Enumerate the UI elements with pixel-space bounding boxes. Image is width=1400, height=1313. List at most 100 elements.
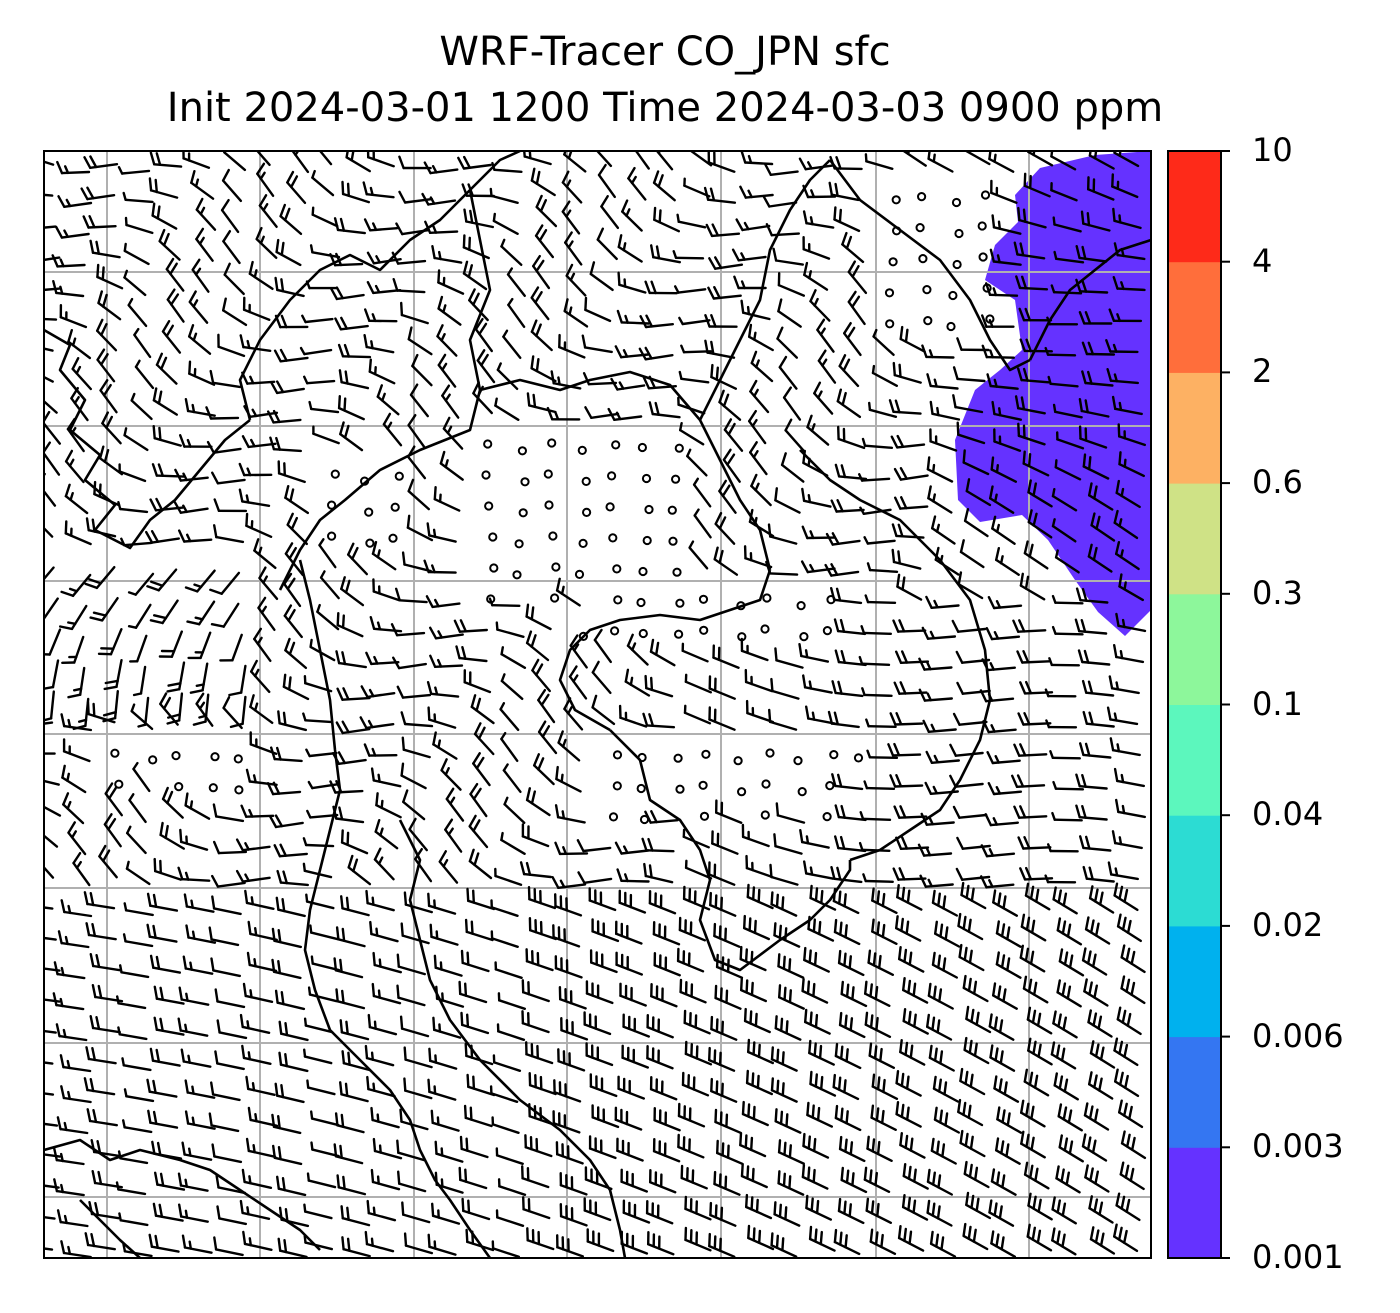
wind-barb	[1054, 549, 1080, 574]
wind-barb	[284, 637, 308, 670]
calm-wind-circle	[610, 626, 620, 636]
wind-barb	[144, 530, 181, 544]
wind-barb	[329, 780, 364, 794]
wind-barb	[245, 1075, 276, 1097]
wind-barb	[400, 762, 427, 790]
wind-barb	[62, 792, 85, 825]
wind-barb	[995, 1137, 1021, 1165]
wind-barb	[86, 1108, 119, 1127]
wind-barb	[396, 984, 426, 1007]
calm-wind-circle	[608, 533, 618, 543]
wind-barb	[838, 1011, 866, 1039]
wind-barb	[502, 763, 522, 793]
calm-wind-circle	[977, 221, 987, 231]
wind-barb	[683, 704, 712, 725]
wind-barb	[57, 195, 93, 209]
wind-barb	[222, 229, 241, 265]
wind-barb	[871, 918, 898, 945]
calm-wind-circle	[674, 629, 684, 639]
wind-barb	[1088, 885, 1115, 914]
wind-barb	[272, 1144, 303, 1166]
wind-barb	[745, 854, 774, 879]
calm-wind-circle	[699, 811, 710, 821]
wind-barb	[568, 665, 588, 700]
wind-barb	[137, 696, 150, 728]
calm-wind-circle	[829, 750, 839, 760]
wind-barb	[672, 249, 705, 260]
wind-barb	[249, 694, 274, 724]
wind-barb	[776, 326, 798, 359]
wind-barb	[82, 214, 117, 229]
wind-barb	[920, 812, 955, 826]
wind-barb	[152, 387, 179, 416]
wind-barb	[210, 957, 242, 978]
wind-barb	[275, 238, 302, 267]
wind-barb	[805, 705, 836, 725]
colorbar-tick-label: 0.3	[1252, 573, 1303, 612]
wind-barb	[130, 392, 153, 421]
wind-barb	[528, 917, 557, 941]
wind-barb	[93, 480, 121, 507]
wind-barb	[921, 626, 957, 640]
wind-barb	[306, 809, 339, 819]
wind-barb	[1054, 459, 1082, 481]
wind-barb	[390, 623, 426, 637]
wind-barb	[347, 854, 372, 886]
wind-barb	[341, 1236, 371, 1258]
wind-barb	[1113, 242, 1146, 261]
wind-barb	[96, 263, 124, 290]
wind-barb	[335, 720, 371, 735]
wind-barb	[861, 437, 894, 449]
wind-barb	[527, 886, 557, 910]
wind-barb	[334, 1112, 365, 1134]
wind-barb	[618, 889, 647, 914]
wind-barb	[614, 1106, 643, 1131]
wind-barb	[1108, 308, 1143, 323]
wind-barb	[965, 1005, 992, 1034]
wind-barb	[488, 597, 521, 607]
wind-barb	[813, 381, 834, 415]
wind-barb	[208, 1112, 240, 1133]
wind-barb	[464, 1042, 494, 1066]
wind-barb	[155, 352, 178, 385]
wind-barb	[525, 948, 554, 972]
wind-barb	[500, 731, 519, 762]
coastline-kanto	[558, 569, 772, 732]
wind-barb	[403, 1046, 433, 1069]
wind-barb	[986, 751, 1021, 765]
colorbar-tick-label: 0.6	[1252, 463, 1303, 502]
wind-barb	[1052, 216, 1082, 233]
calm-wind-circle	[520, 477, 530, 487]
calm-wind-circle	[484, 501, 494, 511]
wind-barb	[1017, 836, 1052, 850]
wind-barb	[490, 899, 519, 917]
wind-barb	[61, 764, 87, 794]
wind-barb	[340, 895, 370, 917]
calm-wind-circle	[954, 228, 964, 239]
wind-barb	[507, 297, 526, 328]
wind-barb	[750, 473, 772, 507]
wind-barb	[407, 414, 426, 449]
wind-barb	[1017, 712, 1052, 726]
wind-barb	[802, 1132, 830, 1159]
wind-barb	[271, 927, 302, 949]
wind-barb	[1089, 1040, 1116, 1069]
wind-barb	[988, 151, 1015, 173]
wind-barb	[1116, 913, 1143, 943]
wind-barb	[895, 1069, 922, 1097]
wind-barb	[340, 829, 369, 855]
wind-barb	[427, 1233, 457, 1256]
wind-barb	[710, 1077, 738, 1103]
wind-barb	[184, 792, 211, 820]
wind-barb	[44, 193, 54, 197]
wind-barb	[834, 804, 867, 822]
wind-barb	[319, 570, 340, 600]
wind-barb	[308, 400, 340, 414]
wind-barb	[525, 630, 550, 662]
wind-barb	[1044, 346, 1077, 357]
wind-barb	[995, 547, 1020, 576]
calm-wind-circle	[488, 532, 498, 542]
wind-barb	[60, 1240, 92, 1258]
wind-barb	[464, 918, 494, 942]
wind-barb	[392, 656, 427, 670]
